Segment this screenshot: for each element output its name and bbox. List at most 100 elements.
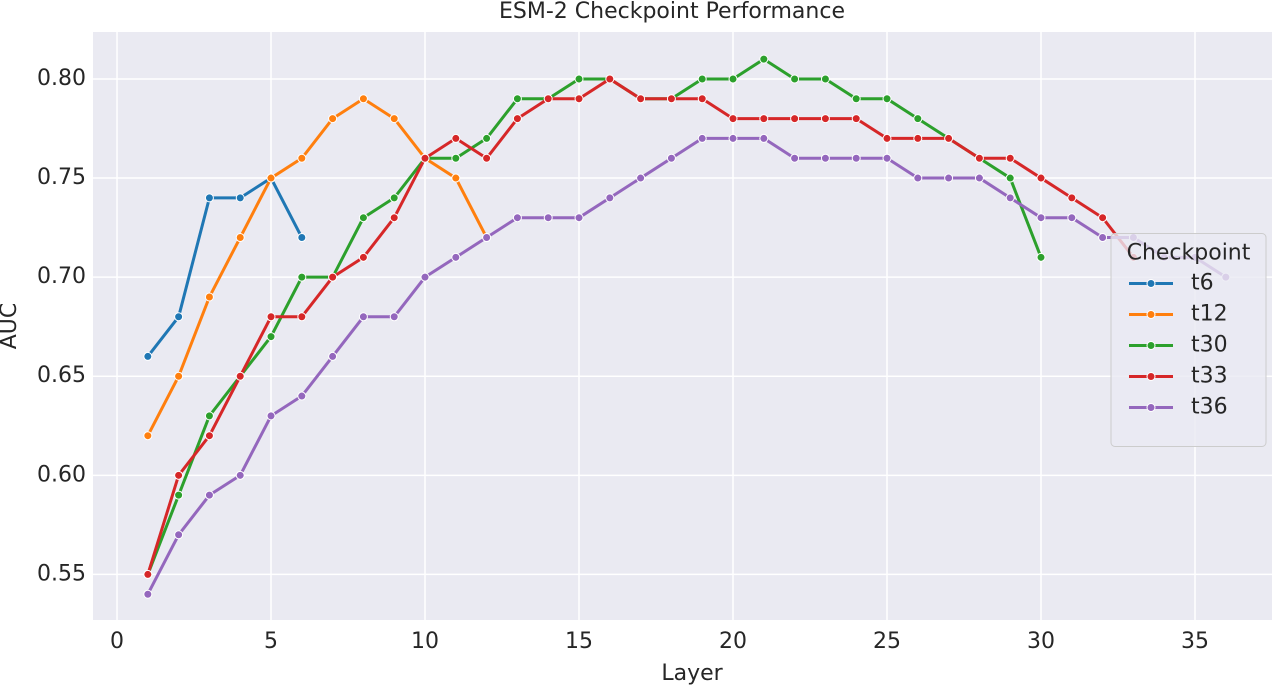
- data-point: [882, 133, 892, 143]
- x-tick-label: 25: [873, 629, 901, 654]
- data-point: [728, 74, 738, 84]
- data-point: [543, 213, 553, 223]
- x-axis-label: Layer: [661, 661, 723, 686]
- x-tick-label: 0: [110, 629, 124, 654]
- legend-label: t36: [1191, 395, 1228, 420]
- data-point: [759, 54, 769, 64]
- data-point: [1005, 173, 1015, 183]
- y-tick-label: 0.70: [37, 264, 86, 289]
- data-point: [728, 114, 738, 124]
- data-point: [759, 114, 769, 124]
- data-point: [266, 332, 276, 342]
- data-point: [266, 411, 276, 421]
- data-point: [1005, 193, 1015, 203]
- data-point: [204, 193, 214, 203]
- data-point: [1036, 213, 1046, 223]
- data-point: [944, 173, 954, 183]
- data-point: [389, 114, 399, 124]
- data-point: [882, 94, 892, 104]
- data-point: [851, 94, 861, 104]
- data-point: [328, 272, 338, 282]
- data-point: [820, 74, 830, 84]
- data-point: [482, 153, 492, 163]
- data-point: [851, 114, 861, 124]
- data-point: [204, 431, 214, 441]
- data-point: [1036, 252, 1046, 262]
- data-point: [297, 153, 307, 163]
- data-point: [605, 74, 615, 84]
- data-point: [512, 94, 522, 104]
- data-point: [759, 133, 769, 143]
- data-point: [512, 114, 522, 124]
- data-point: [482, 233, 492, 243]
- data-point: [235, 233, 245, 243]
- series-line: [146, 175, 304, 358]
- data-point: [451, 133, 461, 143]
- data-point: [666, 94, 676, 104]
- data-point: [297, 233, 307, 243]
- plot-area: [93, 32, 1272, 620]
- data-point: [512, 213, 522, 223]
- data-point: [697, 94, 707, 104]
- data-point: [420, 153, 430, 163]
- data-point: [790, 114, 800, 124]
- legend-marker: [1146, 403, 1156, 412]
- data-point: [790, 74, 800, 84]
- data-point: [574, 94, 584, 104]
- legend-marker: [1146, 341, 1156, 350]
- legend-label: t30: [1191, 333, 1228, 358]
- data-point: [666, 153, 676, 163]
- data-point: [882, 153, 892, 163]
- data-point: [913, 173, 923, 183]
- x-tick-label: 10: [411, 629, 439, 654]
- data-point: [974, 173, 984, 183]
- series-line: [146, 97, 488, 437]
- data-point: [1005, 153, 1015, 163]
- data-point: [420, 272, 430, 282]
- data-point: [851, 153, 861, 163]
- lines: [143, 54, 1231, 599]
- data-point: [143, 589, 153, 599]
- legend-title: Checkpoint: [1127, 241, 1251, 266]
- data-point: [235, 470, 245, 480]
- data-point: [389, 213, 399, 223]
- data-point: [358, 213, 368, 223]
- data-point: [174, 312, 184, 322]
- data-point: [820, 114, 830, 124]
- chart-title: ESM-2 Checkpoint Performance: [499, 0, 845, 24]
- data-point: [266, 173, 276, 183]
- data-point: [574, 213, 584, 223]
- data-point: [605, 193, 615, 203]
- data-point: [389, 193, 399, 203]
- y-tick-label: 0.60: [37, 462, 86, 487]
- y-tick-label: 0.75: [37, 165, 86, 190]
- data-point: [143, 569, 153, 579]
- y-tick-label: 0.55: [37, 561, 86, 586]
- data-point: [174, 371, 184, 381]
- data-point: [1067, 213, 1077, 223]
- data-point: [204, 411, 214, 421]
- data-point: [297, 272, 307, 282]
- data-point: [482, 133, 492, 143]
- x-tick-label: 5: [264, 629, 278, 654]
- data-point: [328, 114, 338, 124]
- legend-marker: [1146, 279, 1156, 288]
- data-point: [174, 530, 184, 540]
- data-point: [1098, 233, 1108, 243]
- data-point: [697, 133, 707, 143]
- data-point: [790, 153, 800, 163]
- x-tick-label: 35: [1181, 629, 1209, 654]
- data-point: [451, 173, 461, 183]
- legend-marker: [1146, 310, 1156, 319]
- legend-marker: [1146, 372, 1156, 381]
- data-point: [328, 351, 338, 361]
- y-axis-label: AUC: [0, 303, 22, 350]
- y-tick-label: 0.65: [37, 363, 86, 388]
- data-point: [235, 371, 245, 381]
- data-point: [235, 193, 245, 203]
- legend-label: t6: [1191, 271, 1214, 296]
- data-point: [543, 94, 553, 104]
- data-point: [820, 153, 830, 163]
- x-tick-label: 30: [1027, 629, 1055, 654]
